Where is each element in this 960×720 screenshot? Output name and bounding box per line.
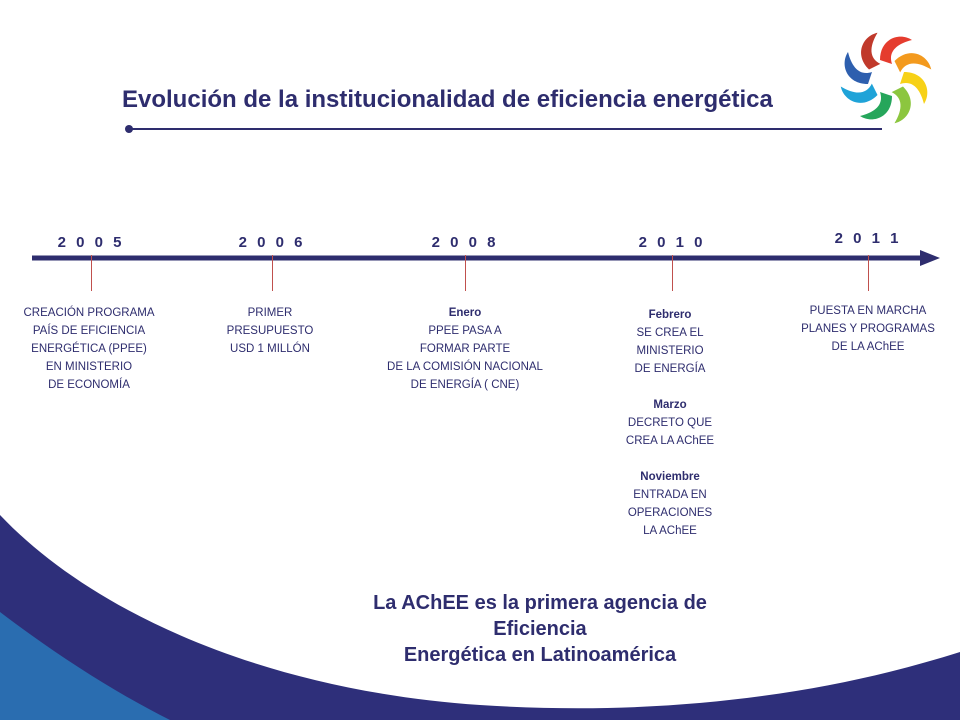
closing-line-1: La AChEE es la primera agencia de Eficie… — [373, 592, 707, 640]
timeline-tick-2006 — [272, 255, 273, 291]
event-text-2006: PRIMER PRESUPUESTO USD 1 MILLÓN — [227, 304, 314, 358]
event-month: Febrero — [648, 309, 692, 321]
event-line: DECRETO QUE — [627, 417, 713, 429]
swoosh-dark-band — [0, 515, 960, 720]
event-line: CREACIÓN PROGRAMA — [23, 307, 155, 319]
event-text-2005: CREACIÓN PROGRAMA PAÍS DE EFICIENCIA ENERG… — [24, 304, 155, 394]
title-underline — [125, 125, 882, 133]
year-label-2005: 2 0 0 5 — [57, 234, 125, 251]
timeline-tick-2005 — [91, 255, 92, 291]
event-block: CREACIÓN PROGRAMA PAÍS DE EFICIENCIA ENERG… — [24, 304, 155, 394]
event-line: PLANES Y PROGRAMAS — [801, 323, 935, 335]
event-month: Marzo — [653, 399, 687, 411]
event-block: PRIMER PRESUPUESTO USD 1 MILLÓN — [227, 304, 314, 358]
event-line: CREA LA AChEE — [625, 435, 715, 447]
timeline-tick-2011 — [868, 255, 869, 291]
year-label-2011: 2 0 1 1 — [834, 230, 902, 247]
event-line: PRIMER — [247, 307, 293, 319]
timeline-tick-2008 — [465, 255, 466, 291]
event-line: FORMAR PARTE — [419, 343, 511, 355]
event-line: SE CREA EL — [636, 327, 704, 339]
event-line: USD 1 MILLÓN — [230, 343, 310, 355]
event-text-2010: Febrero SE CREA EL MINISTERIO DE ENERGÍA Mar… — [626, 306, 714, 540]
event-line: MINISTERIO — [636, 345, 704, 357]
event-line: PUESTA EN MARCHA — [809, 305, 927, 317]
event-line: DE LA AChEE — [831, 341, 905, 353]
closing-line-2: Energética en Latinoamérica — [403, 644, 677, 666]
event-line: ENTRADA EN — [633, 489, 707, 501]
event-block: Marzo DECRETO QUE CREA LA AChEE — [626, 396, 714, 450]
event-block: PUESTA EN MARCHA PLANES Y PROGRAMAS DE LA … — [801, 302, 935, 356]
event-block: Noviembre ENTRADA EN OPERACIONES LA AChEE — [626, 468, 714, 540]
year-label-2006: 2 0 0 6 — [238, 234, 306, 251]
event-line: ENERGÉTICA (PPEE) — [31, 343, 147, 355]
slide-title: Evolución de la institucionalidad de efi… — [122, 86, 773, 113]
event-line: EN MINISTERIO — [45, 361, 133, 373]
event-line: PRESUPUESTO — [226, 325, 314, 337]
event-line: DE ENERGÍA — [634, 363, 706, 375]
event-line: DE LA COMISIÓN NACIONAL — [387, 361, 543, 373]
event-block: Febrero SE CREA EL MINISTERIO DE ENERGÍA — [626, 306, 714, 378]
event-line: PAÍS DE EFICIENCIA — [32, 325, 146, 337]
timeline-tick-2010 — [672, 255, 673, 291]
closing-statement: La AChEE es la primera agencia de Eficie… — [340, 590, 740, 668]
event-line: LA AChEE — [643, 525, 697, 537]
event-line: DE ENERGÍA ( CNE) — [410, 379, 520, 391]
event-block: Enero PPEE PASA A FORMAR PARTE DE LA COMISI… — [387, 304, 543, 394]
event-line: DE ECONOMÍA — [48, 379, 130, 391]
event-line: OPERACIONES — [627, 507, 713, 519]
event-text-2011: PUESTA EN MARCHA PLANES Y PROGRAMAS DE LA … — [801, 302, 935, 356]
achee-pinwheel-logo — [840, 32, 932, 124]
timeline-arrowhead — [920, 250, 940, 266]
event-month: Noviembre — [640, 471, 700, 483]
event-month: Enero — [448, 307, 482, 319]
year-label-2010: 2 0 1 0 — [638, 234, 706, 251]
event-text-2008: Enero PPEE PASA A FORMAR PARTE DE LA COMISI… — [387, 304, 543, 394]
swoosh-light-overlay — [0, 612, 170, 720]
year-label-2008: 2 0 0 8 — [431, 234, 499, 251]
logo-petals — [840, 32, 932, 124]
timeline-axis — [32, 250, 940, 266]
event-line: PPEE PASA A — [428, 325, 502, 337]
